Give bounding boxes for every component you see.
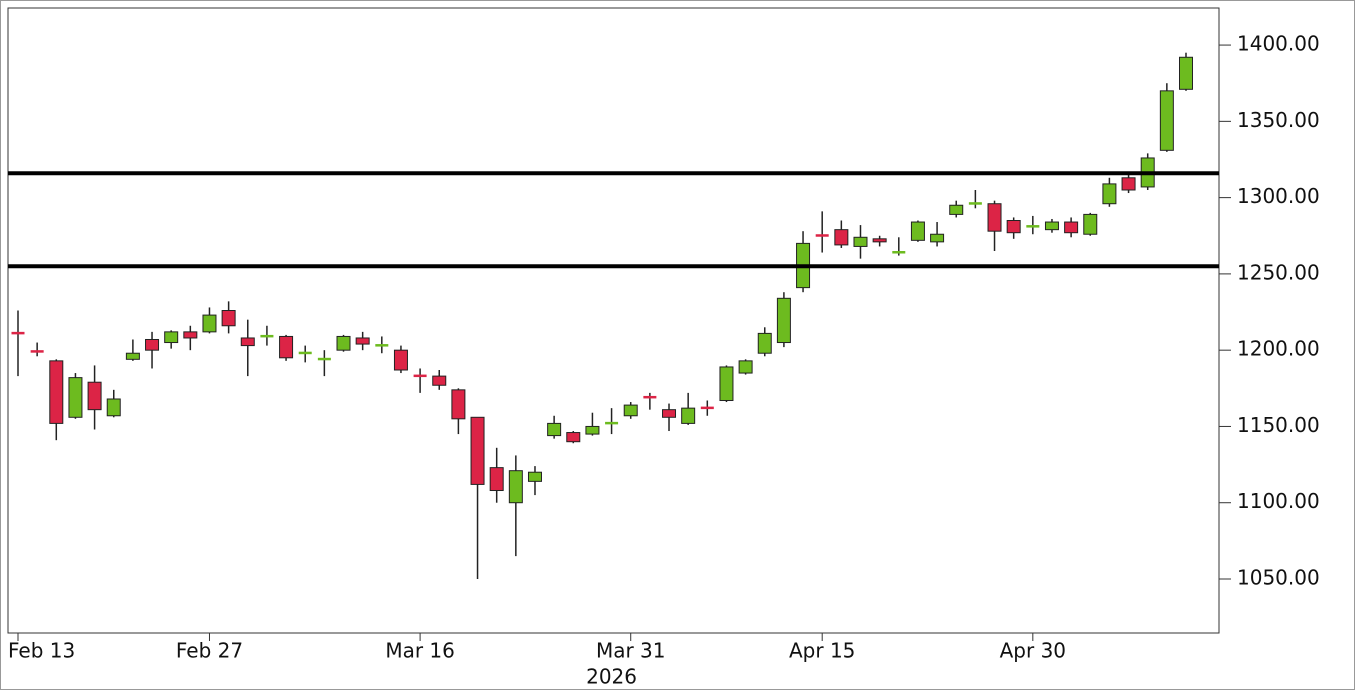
candle-body bbox=[183, 331, 198, 339]
candle-body bbox=[355, 337, 370, 345]
candle-body bbox=[145, 338, 160, 351]
y-tick-label: 1050.00 bbox=[1237, 565, 1320, 589]
x-tick-label: Apr 15 bbox=[789, 639, 855, 663]
candle-body bbox=[585, 425, 600, 435]
candle-body bbox=[202, 314, 217, 333]
candle-body bbox=[317, 357, 331, 361]
candle-body bbox=[1121, 177, 1136, 191]
candle-body bbox=[125, 352, 140, 360]
y-tick-label: 1150.00 bbox=[1237, 413, 1320, 437]
candle-body bbox=[815, 234, 829, 237]
candle-body bbox=[547, 422, 562, 437]
candle-body bbox=[1006, 220, 1021, 234]
y-tick-label: 1250.00 bbox=[1237, 260, 1320, 284]
candle-body bbox=[719, 366, 734, 402]
x-tick-label: Feb 13 bbox=[8, 639, 75, 663]
candle-body bbox=[221, 310, 236, 327]
candle-body bbox=[393, 349, 408, 371]
candle-body bbox=[1159, 90, 1174, 151]
candle-body bbox=[240, 337, 255, 347]
candle-body bbox=[930, 233, 945, 243]
plot-area bbox=[7, 7, 1220, 634]
candle-body bbox=[968, 202, 982, 205]
candle-body bbox=[375, 344, 389, 347]
candle-body bbox=[432, 375, 447, 386]
candle-body bbox=[260, 334, 274, 338]
candle-body bbox=[1044, 221, 1059, 231]
candle-body bbox=[49, 360, 64, 424]
y-tick-label: 1350.00 bbox=[1237, 108, 1320, 132]
y-tick-label: 1100.00 bbox=[1237, 489, 1320, 513]
x-tick-label: Mar 16 bbox=[385, 639, 455, 663]
candle-body bbox=[738, 360, 753, 374]
candle-body bbox=[489, 467, 504, 492]
candle-body bbox=[1083, 213, 1098, 235]
x-tick-label: Mar 31 bbox=[596, 639, 666, 663]
candle-body bbox=[834, 229, 849, 246]
candle-body bbox=[987, 203, 1002, 232]
x-tick-label: Feb 27 bbox=[176, 639, 243, 663]
candle-body bbox=[87, 381, 102, 411]
candle-body bbox=[1179, 56, 1193, 90]
candle-body bbox=[872, 238, 887, 243]
candle-body bbox=[853, 236, 868, 247]
candle-body bbox=[566, 432, 581, 443]
candle-body bbox=[279, 335, 294, 359]
candle-body bbox=[700, 406, 714, 410]
candle-body bbox=[643, 395, 657, 399]
y-tick-label: 1400.00 bbox=[1237, 32, 1320, 56]
candle-body bbox=[106, 398, 121, 417]
x-tick-label: Apr 30 bbox=[1000, 639, 1066, 663]
candle-body bbox=[681, 407, 696, 424]
y-tick-label: 1200.00 bbox=[1237, 337, 1320, 361]
candle-body bbox=[336, 335, 351, 351]
candle-body bbox=[623, 404, 638, 417]
candle-body bbox=[508, 470, 523, 504]
candle-body bbox=[11, 331, 25, 335]
candle-body bbox=[757, 332, 772, 354]
candle-body bbox=[949, 204, 964, 215]
candle-body bbox=[776, 297, 791, 344]
candle-body bbox=[413, 374, 427, 378]
candle-body bbox=[164, 331, 179, 344]
candle-body bbox=[1026, 225, 1040, 228]
candle-body bbox=[1102, 183, 1117, 205]
candle-body bbox=[470, 416, 485, 485]
x-sublabel: 2026 bbox=[586, 665, 637, 689]
candle-body bbox=[68, 377, 83, 418]
candle-body bbox=[1064, 221, 1079, 234]
candle-body bbox=[910, 221, 925, 241]
candle-body bbox=[30, 350, 44, 353]
candle-body bbox=[298, 351, 312, 355]
candle-body bbox=[605, 421, 619, 425]
candle-body bbox=[662, 409, 677, 418]
candle-body bbox=[527, 471, 542, 482]
candle-body bbox=[451, 389, 466, 420]
y-tick-label: 1300.00 bbox=[1237, 184, 1320, 208]
candle-body bbox=[892, 251, 906, 254]
